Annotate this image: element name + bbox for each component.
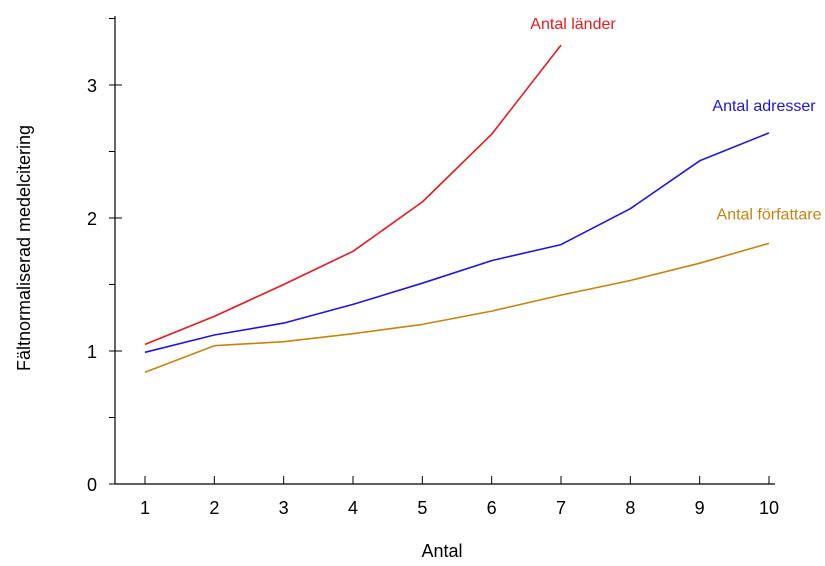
series-line-antal-adresser: [144, 132, 770, 354]
x-tick-label: 3: [279, 498, 289, 518]
y-tick-label: 2: [87, 209, 97, 229]
x-tick-label: 10: [759, 498, 779, 518]
x-tick-label: 2: [209, 498, 219, 518]
x-tick-label: 1: [140, 498, 150, 518]
x-tick-label: 4: [348, 498, 358, 518]
x-tick-label: 7: [556, 498, 566, 518]
y-tick-label: 0: [87, 475, 97, 495]
x-ticks: 1 2 3 4 5 6 7 8 9 10: [140, 476, 779, 518]
x-tick-label: 5: [417, 498, 427, 518]
y-ticks: 0 1 2 3: [87, 18, 122, 495]
series-line-antal-l-nder: [144, 44, 562, 346]
x-axis-label: Antal: [421, 541, 462, 561]
series-line-antal-f-rfattare: [144, 242, 770, 374]
y-tick-label: 3: [87, 76, 97, 96]
x-tick-label: 9: [695, 498, 705, 518]
series-label-antal-adresser: Antal adresser: [712, 98, 816, 115]
x-tick-label: 8: [625, 498, 635, 518]
axes: [114, 16, 775, 485]
series-labels: Antal länder Antal adresser Antal författa…: [530, 16, 821, 223]
x-tick-label: 6: [487, 498, 497, 518]
y-tick-label: 1: [87, 342, 97, 362]
series-label-antal-l-nder: Antal länder: [530, 16, 616, 33]
series-label-antal-f-rfattare: Antal författare: [717, 206, 822, 223]
y-axis-label: Fältnormaliserad medelcitering: [14, 125, 34, 371]
series-lines: [144, 44, 770, 374]
